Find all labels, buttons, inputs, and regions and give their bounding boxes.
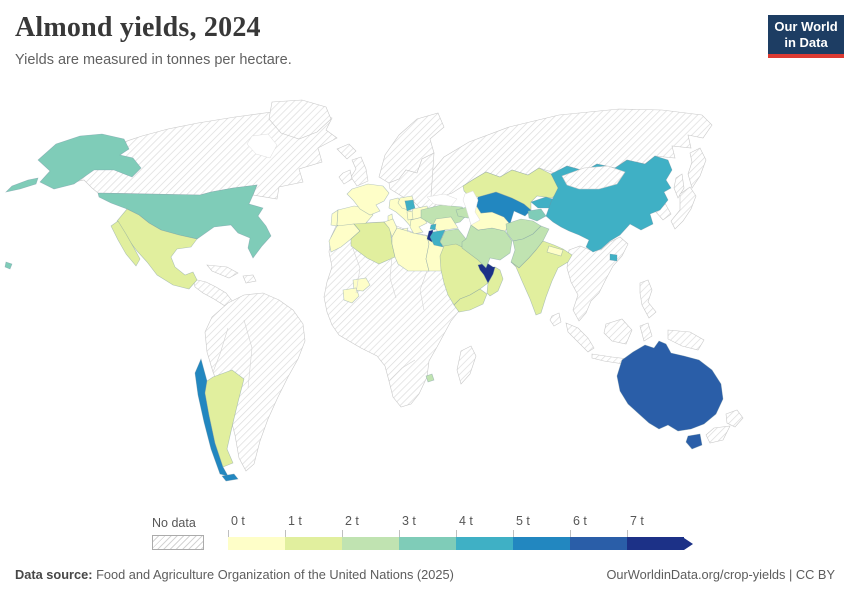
legend-tick-label: 1 t [288, 514, 302, 528]
legend-tick-label: 5 t [516, 514, 530, 528]
black-sea [426, 193, 458, 207]
legend-bin[interactable]: 6 t [570, 514, 627, 550]
country-aleutians[interactable] [5, 177, 39, 193]
country-hainan[interactable] [609, 253, 618, 262]
country-yemen[interactable] [453, 288, 488, 313]
region-new-zealand-north [725, 409, 744, 428]
region-japan [670, 186, 697, 230]
legend-tick [228, 530, 229, 537]
country-albania[interactable] [406, 210, 414, 221]
legend-tick [627, 530, 628, 537]
legend-tick [456, 530, 457, 537]
caspian-sea [462, 190, 481, 226]
world-map-container [0, 98, 850, 513]
legend-bin[interactable]: 2 t [342, 514, 399, 550]
country-tierra-del-fuego[interactable] [221, 473, 239, 482]
legend-tick [342, 530, 343, 537]
country-tajikistan[interactable] [527, 208, 547, 222]
inner-border [243, 319, 253, 389]
region-mongolia [561, 165, 626, 190]
legend-colorbar[interactable]: 0 t 1 t 2 t 3 t 4 t 5 t 6 t 7 t [228, 514, 693, 550]
region-ireland [338, 169, 353, 185]
legend-tick-label: 7 t [630, 514, 644, 528]
inner-border [351, 245, 361, 294]
page-footer: Data source: Food and Agriculture Organi… [0, 567, 850, 582]
country-guinea[interactable] [342, 287, 360, 304]
footer-datasource-label: Data source: [15, 567, 93, 582]
legend-tick [513, 530, 514, 537]
region-iceland [336, 143, 357, 160]
country-hawaii[interactable] [4, 261, 13, 270]
region-philippines [639, 279, 657, 319]
region-new-zealand-south [705, 425, 731, 444]
country-nepal[interactable] [546, 245, 564, 257]
owid-logo-line1: Our World [774, 19, 838, 34]
region-sri-lanka [549, 312, 562, 327]
inner-border [419, 270, 428, 311]
country-bosnia[interactable] [404, 199, 416, 212]
country-eswatini[interactable] [425, 373, 435, 383]
country-kazakhstan[interactable] [462, 167, 562, 211]
legend-tick [399, 530, 400, 537]
country-uae[interactable] [477, 262, 496, 284]
colored-countries[interactable] [4, 133, 724, 482]
region-hispaniola [242, 274, 257, 284]
region-greenland [268, 99, 332, 140]
legend-nodata-label: No data [152, 516, 196, 530]
country-india[interactable] [510, 240, 573, 316]
hudson-bay [246, 133, 278, 159]
country-baja-california[interactable] [110, 220, 141, 267]
legend-bin[interactable]: 7 t [627, 514, 684, 550]
legend-bin[interactable]: 3 t [399, 514, 456, 550]
legend-bin[interactable]: 1 t [285, 514, 342, 550]
legend-tick-label: 2 t [345, 514, 359, 528]
country-alaska[interactable] [37, 133, 142, 190]
footer-datasource-text: Food and Agriculture Organization of the… [92, 567, 454, 582]
legend-tick-label: 0 t [231, 514, 245, 528]
legend-tick [285, 530, 286, 537]
region-uk [350, 156, 369, 187]
region-south-america [204, 292, 306, 472]
region-sulawesi [639, 322, 653, 342]
region-kamchatka [687, 147, 707, 189]
country-jordan[interactable] [429, 229, 446, 248]
country-argentina[interactable] [204, 369, 245, 468]
owid-logo-line2: in Data [784, 35, 828, 50]
footer-datasource[interactable]: Data source: Food and Agriculture Organi… [15, 567, 454, 582]
legend-bin[interactable]: 0 t [228, 514, 285, 550]
region-borneo [603, 318, 633, 345]
world-map[interactable] [0, 98, 850, 513]
legend-bin[interactable]: 5 t [513, 514, 570, 550]
owid-logo[interactable]: Our World in Data [768, 15, 844, 58]
map-overlays [212, 133, 626, 389]
inner-border [388, 359, 416, 382]
legend-bin[interactable]: 4 t [456, 514, 513, 550]
region-new-guinea [667, 329, 705, 351]
legend-tick [570, 530, 571, 537]
country-australia[interactable] [616, 340, 724, 432]
country-mexico[interactable] [116, 208, 198, 290]
legend-nodata-swatch [152, 535, 204, 550]
footer-link[interactable]: OurWorldinData.org/crop-yields | CC BY [606, 567, 835, 582]
region-madagascar [456, 345, 477, 385]
region-central-america [192, 278, 234, 307]
map-legend: No data 0 t 1 t 2 t 3 t 4 t 5 t 6 t 7 t [152, 514, 693, 550]
region-sumatra [565, 322, 595, 353]
region-cuba [206, 264, 239, 279]
inner-border [389, 256, 397, 299]
page-subtitle: Yields are measured in tonnes per hectar… [15, 52, 292, 68]
page-title: Almond yields, 2024 [15, 12, 261, 43]
country-lebanon[interactable] [429, 223, 437, 231]
legend-tick-label: 4 t [459, 514, 473, 528]
legend-arrow [684, 537, 693, 550]
legend-nodata[interactable]: No data [152, 516, 204, 550]
country-france[interactable] [346, 183, 390, 216]
legend-tick-label: 6 t [573, 514, 587, 528]
inner-border [212, 327, 229, 373]
country-tasmania[interactable] [685, 433, 703, 450]
legend-tick-label: 3 t [402, 514, 416, 528]
